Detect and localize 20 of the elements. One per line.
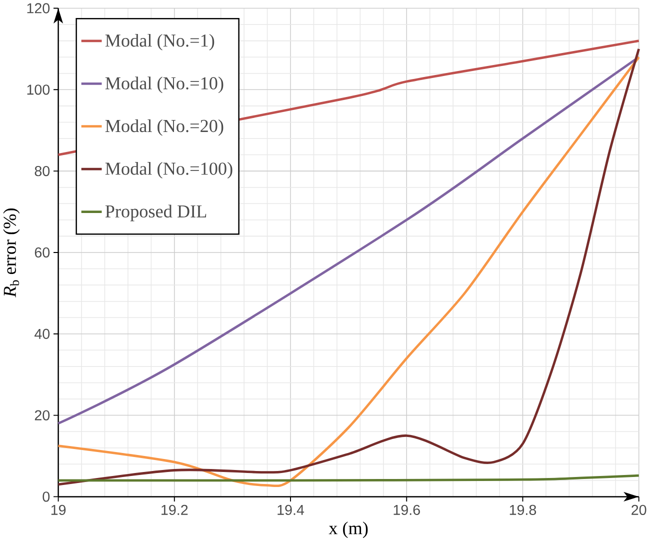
y-tick-label: 120 (27, 3, 50, 14)
y-axis-title: R$_{b}$ error (%) (3, 208, 20, 298)
y-tick-label: 0 (42, 492, 50, 502)
legend-label: Modal (No.=100) (105, 162, 232, 178)
legend-label: Proposed DIL (105, 204, 206, 222)
x-axis-title: x (m) (328, 521, 368, 538)
y-tick-label: 80 (34, 166, 50, 176)
x-tick-label: 19.2 (162, 504, 188, 515)
y-tick-label: 20 (34, 410, 50, 420)
y-tick-label: 60 (34, 247, 50, 258)
x-tick-label: 20 (632, 504, 646, 515)
x-tick-label: 19 (51, 504, 66, 515)
y-tick-label: 40 (34, 328, 50, 339)
legend-label: Modal (No.=1) (105, 34, 214, 50)
x-tick-label: 19.6 (394, 504, 420, 515)
legend-label: Modal (No.=20) (105, 119, 224, 136)
x-tick-label: 19.4 (278, 504, 304, 515)
x-tick-label: 19.8 (510, 504, 536, 515)
legend-label: Modal (No.=10) (105, 76, 224, 93)
y-tick-label: 100 (27, 84, 50, 95)
